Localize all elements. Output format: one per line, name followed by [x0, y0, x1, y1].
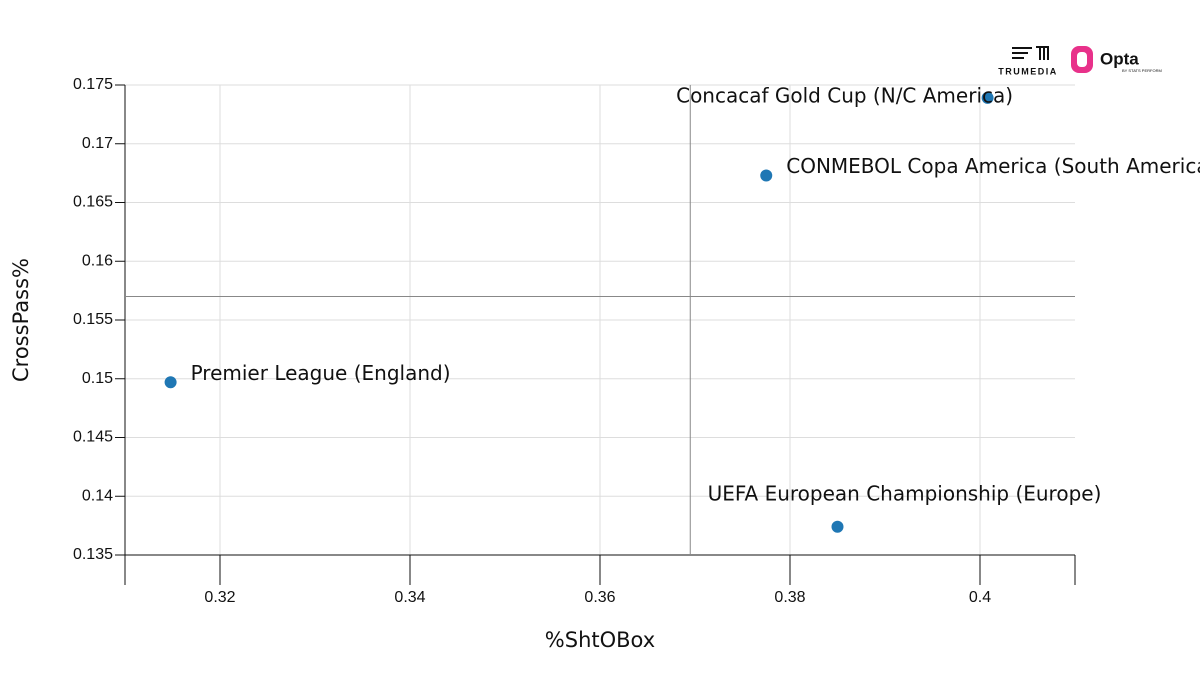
x-axis-title: %ShtOBox: [545, 628, 655, 652]
y-tick-label: 0.16: [82, 252, 113, 269]
y-tick-label: 0.15: [82, 370, 113, 387]
opta-icon-inner: [1077, 52, 1087, 67]
y-tick-label: 0.165: [73, 194, 113, 211]
point: [164, 376, 177, 389]
point: [831, 520, 844, 533]
x-tick-label: 0.38: [774, 589, 805, 606]
y-tick-label: 0.17: [82, 135, 113, 152]
x-tick-label: 0.4: [969, 589, 991, 606]
x-tick-label: 0.32: [204, 589, 235, 606]
y-tick-label: 0.14: [82, 487, 113, 504]
y-axis-title: CrossPass%: [9, 258, 33, 382]
point: [760, 169, 773, 182]
logos: TRUMEDIA Opta BY STATS PERFORM: [998, 46, 1162, 76]
y-tick-label: 0.155: [73, 311, 113, 328]
opta-logo: Opta: [1100, 49, 1139, 68]
point-label: CONMEBOL Copa America (South America): [786, 154, 1200, 178]
y-tick-label: 0.135: [73, 546, 113, 563]
point-label: Premier League (England): [191, 361, 451, 385]
point-label: Concacaf Gold Cup (N/C America): [676, 83, 1013, 107]
point: [981, 91, 994, 104]
trumedia-icon: [1012, 46, 1049, 60]
point-label: UEFA European Championship (Europe): [708, 481, 1102, 505]
trumedia-logo: TRUMEDIA: [998, 66, 1058, 76]
y-tick-label: 0.145: [73, 429, 113, 446]
y-tick-label: 0.175: [73, 76, 113, 93]
x-tick-label: 0.34: [394, 589, 425, 606]
opta-sub: BY STATS PERFORM: [1122, 68, 1162, 73]
x-tick-label: 0.36: [584, 589, 615, 606]
